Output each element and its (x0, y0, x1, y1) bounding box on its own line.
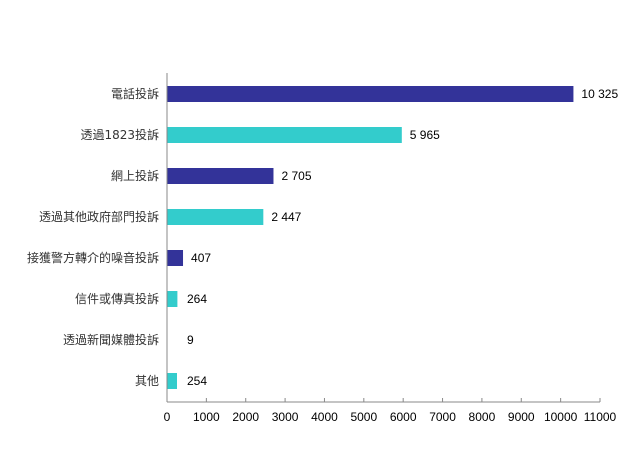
data-label: 254 (187, 374, 207, 388)
x-tick-label: 7000 (429, 410, 456, 424)
data-label: 9 (187, 333, 194, 347)
x-tick-label: 8000 (469, 410, 496, 424)
category-label: 透過其他政府部門投訴 (39, 209, 159, 224)
bar (167, 250, 184, 266)
x-tick-label: 4000 (311, 410, 338, 424)
x-tick-label: 2000 (232, 410, 259, 424)
x-tick-label: 11000 (584, 410, 617, 424)
category-label: 電話投訴 (111, 86, 159, 101)
data-label: 5 965 (410, 128, 440, 142)
data-label: 10 325 (581, 87, 618, 101)
bar (167, 209, 264, 225)
x-tick-label: 3000 (272, 410, 299, 424)
x-tick-label: 5000 (350, 410, 377, 424)
category-label: 透過新聞媒體投訴 (63, 332, 159, 347)
category-label: 其他 (135, 374, 159, 388)
category-label: 信件或傳真投訴 (75, 291, 159, 306)
bar (167, 168, 274, 184)
category-label: 網上投訴 (111, 168, 159, 183)
data-label: 264 (187, 292, 207, 306)
x-tick-label: 10000 (544, 410, 578, 424)
category-label: 接獲警方轉介的噪音投訴 (27, 250, 159, 265)
data-label: 407 (191, 251, 211, 265)
bar (167, 373, 177, 389)
x-tick-label: 1000 (193, 410, 220, 424)
x-tick-label: 0 (164, 410, 171, 424)
category-label: 透過1823投訴 (80, 127, 159, 142)
x-tick-label: 6000 (390, 410, 417, 424)
x-tick-label: 9000 (508, 410, 535, 424)
data-label: 2 447 (271, 210, 301, 224)
bar (167, 291, 178, 307)
data-label: 2 705 (281, 169, 311, 183)
bar (167, 127, 402, 143)
bar (167, 86, 574, 102)
